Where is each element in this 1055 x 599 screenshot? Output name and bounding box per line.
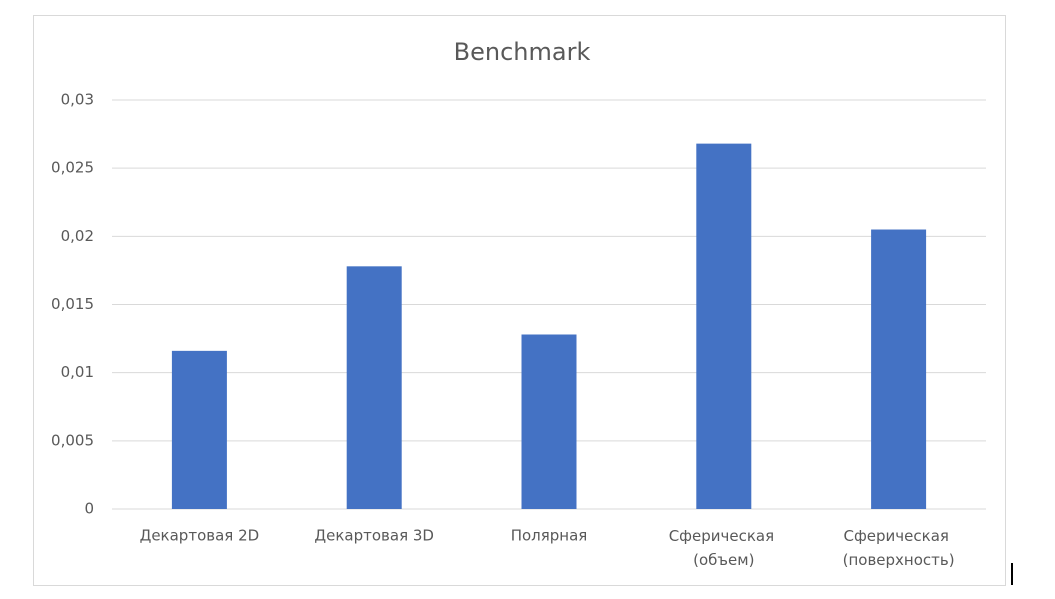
chart-title: Benchmark: [454, 38, 591, 66]
bar: [696, 143, 752, 510]
bar: [346, 266, 402, 509]
y-tick-label: 0: [84, 500, 94, 518]
bar: [871, 229, 927, 509]
x-tick-label: Декартовая 2D: [140, 527, 260, 545]
y-tick-label: 0,015: [51, 295, 94, 313]
y-tick-label: 0,02: [61, 227, 94, 245]
bar: [171, 350, 227, 509]
bar: [521, 334, 577, 509]
y-tick-label: 0,005: [51, 431, 94, 449]
x-tick-label: Сферическая (поверхность): [843, 527, 955, 569]
x-tick-label: Полярная: [511, 527, 588, 545]
y-tick-label: 0,025: [51, 159, 94, 177]
x-tick-label: Сферическая (объем): [669, 527, 779, 569]
x-tick-label: Декартовая 3D: [314, 527, 434, 545]
y-tick-label: 0,01: [61, 363, 94, 381]
y-tick-label: 0,03: [61, 91, 94, 109]
